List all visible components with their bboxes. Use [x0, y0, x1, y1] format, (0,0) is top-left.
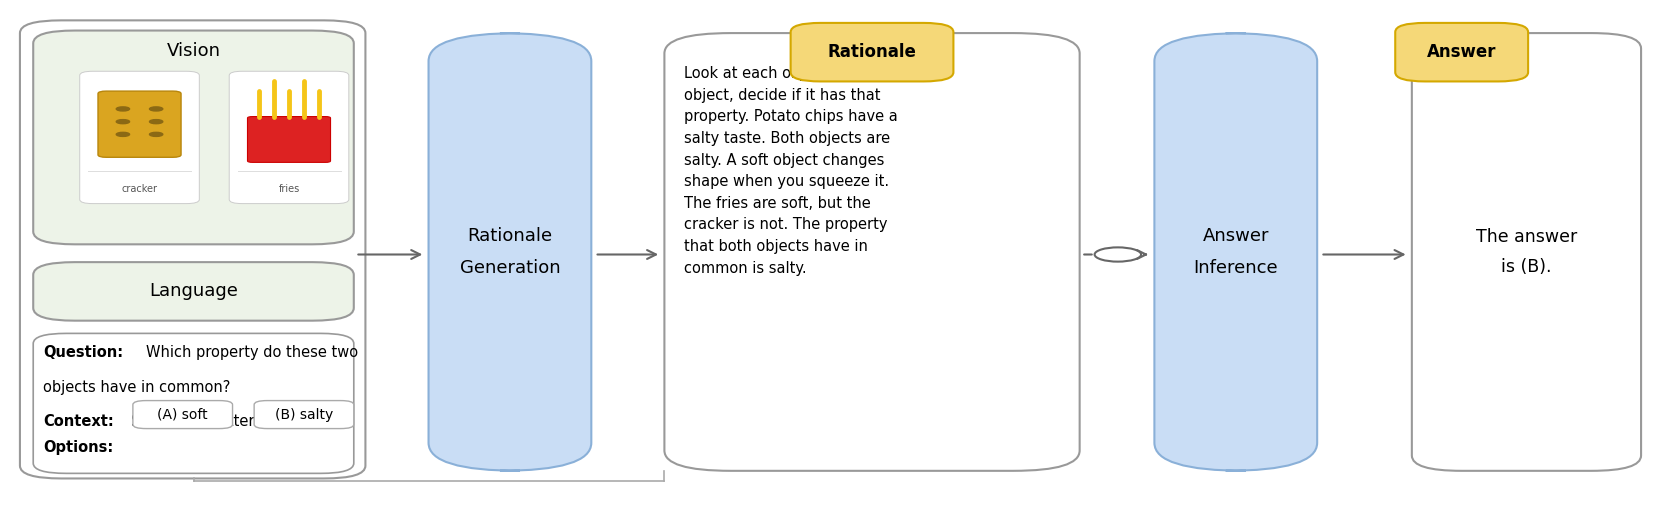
- FancyBboxPatch shape: [133, 401, 233, 429]
- Text: The answer
is (B).: The answer is (B).: [1477, 229, 1576, 275]
- Text: fries: fries: [279, 184, 299, 194]
- FancyBboxPatch shape: [98, 91, 181, 157]
- Circle shape: [149, 120, 163, 124]
- Text: Rationale
Generation: Rationale Generation: [460, 227, 560, 277]
- Text: Look at each object. For each
object, decide if it has that
property. Potato chi: Look at each object. For each object, de…: [684, 66, 900, 275]
- Text: objects have in common?: objects have in common?: [43, 380, 231, 394]
- Circle shape: [149, 107, 163, 111]
- Circle shape: [116, 120, 130, 124]
- FancyBboxPatch shape: [664, 33, 1080, 471]
- FancyBboxPatch shape: [791, 23, 953, 81]
- Circle shape: [116, 107, 130, 111]
- Circle shape: [116, 132, 130, 136]
- FancyBboxPatch shape: [33, 333, 354, 473]
- Text: (B) salty: (B) salty: [274, 408, 334, 421]
- FancyBboxPatch shape: [429, 33, 591, 471]
- Text: Vision: Vision: [166, 42, 221, 60]
- FancyBboxPatch shape: [33, 262, 354, 321]
- Text: Answer
Inference: Answer Inference: [1194, 227, 1277, 277]
- Text: Language: Language: [149, 282, 238, 300]
- Text: Context:: Context:: [43, 414, 115, 429]
- Text: Rationale: Rationale: [827, 43, 917, 61]
- FancyBboxPatch shape: [247, 117, 331, 162]
- Text: Answer: Answer: [1427, 43, 1497, 61]
- Text: Which property do these two: Which property do these two: [146, 345, 359, 360]
- Text: (A) soft: (A) soft: [158, 408, 208, 421]
- Text: Options:: Options:: [43, 440, 113, 455]
- FancyBboxPatch shape: [80, 71, 199, 204]
- Text: cracker: cracker: [121, 184, 158, 194]
- FancyBboxPatch shape: [229, 71, 349, 204]
- Text: Select the better answer.: Select the better answer.: [131, 414, 316, 429]
- Circle shape: [149, 132, 163, 136]
- FancyBboxPatch shape: [33, 31, 354, 244]
- FancyBboxPatch shape: [20, 20, 365, 478]
- Text: Question:: Question:: [43, 345, 123, 360]
- FancyBboxPatch shape: [1412, 33, 1641, 471]
- FancyBboxPatch shape: [1154, 33, 1317, 471]
- FancyBboxPatch shape: [254, 401, 354, 429]
- FancyBboxPatch shape: [1395, 23, 1528, 81]
